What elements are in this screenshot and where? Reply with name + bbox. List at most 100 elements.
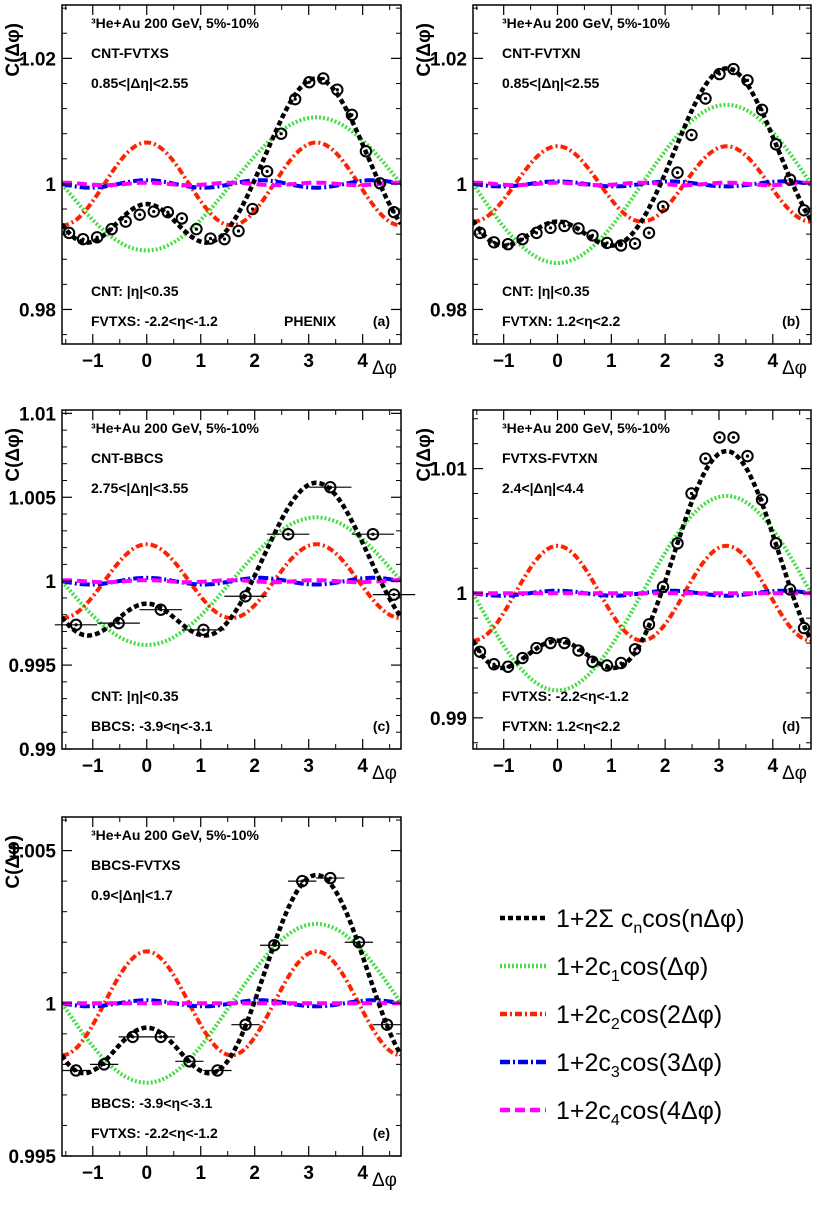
panel-a: −1 0 1 2 3 4 0.98 1 1.02 Δφ C(Δφ) ³He+Au 200 GeV, 5… — [3, 4, 402, 379]
y-tick-label: 0.995 — [8, 656, 56, 677]
data-point — [204, 232, 217, 245]
data-point-dot — [208, 236, 213, 241]
data-point-dot — [562, 641, 567, 645]
data-point — [516, 232, 529, 246]
plot-frame — [61, 409, 402, 750]
data-point-dot — [731, 435, 736, 440]
data-point-dot — [131, 1035, 135, 1039]
data-point-dot — [534, 231, 539, 235]
panel-title-line: 0.9<|Δη|<1.7 — [91, 887, 173, 903]
data-point — [755, 103, 769, 117]
data-point-dot — [802, 626, 806, 630]
data-point — [239, 590, 252, 603]
data-point-dot — [774, 142, 778, 146]
x-tick-label: 0 — [552, 351, 563, 372]
data-point — [783, 583, 797, 596]
panel-d: −1 0 1 2 3 4 0.99 1 1.01 Δφ C(Δφ) ³He+Au 200 GeV, 5… — [414, 409, 812, 784]
data-point — [487, 236, 501, 249]
data-point-dot — [478, 650, 482, 654]
data-point-dot — [74, 1068, 78, 1073]
sum-curve — [473, 66, 811, 248]
c2-curve — [62, 542, 401, 621]
curves — [473, 448, 811, 693]
panel-note-line: CNT: |η|<0.35 — [502, 283, 590, 299]
x-axis-title: Δφ — [782, 358, 807, 379]
legend-subscript: 3 — [611, 1064, 620, 1081]
data-point-dot — [689, 491, 694, 496]
legend: 1+2Σ cncos(nΔφ)1+2c1cos(Δφ)1+2c2cos(2Δφ)… — [500, 905, 745, 1129]
data-point — [656, 580, 670, 594]
panel-note-line: FVTXN: 1.2<η<2.2 — [502, 718, 620, 734]
data-point-dot — [576, 226, 581, 231]
curves — [473, 66, 811, 265]
data-point — [487, 658, 501, 671]
data-point — [105, 222, 118, 236]
c2-curve — [473, 543, 811, 643]
x-tick-label: 3 — [303, 1163, 314, 1184]
data-point — [324, 871, 337, 885]
data-point — [76, 232, 90, 246]
x-tick-label: 1 — [195, 756, 206, 777]
y-tick-label: 1 — [45, 175, 56, 196]
data-point-dot — [117, 621, 121, 625]
data-point-dot — [279, 132, 283, 136]
x-axis-title: Δφ — [372, 358, 397, 379]
data-point-dot — [236, 229, 241, 233]
data-point — [324, 480, 337, 494]
data-point — [713, 67, 726, 81]
panel-title-line: 0.85<|Δη|<2.55 — [502, 75, 600, 91]
panel-title-line: ³He+Au 200 GeV, 5%-10% — [91, 827, 260, 843]
data-point-dot — [307, 80, 311, 84]
data-point — [154, 603, 167, 616]
panel-b: −1 0 1 2 3 4 0.98 1 1.02 Δφ C(Δφ) ³He+Au 200 GeV, 5… — [414, 4, 812, 379]
x-tick-label: 4 — [357, 1163, 368, 1184]
y-tick-label: 1 — [45, 572, 56, 593]
data-point — [586, 655, 599, 668]
x-tick-label: 1 — [195, 351, 206, 372]
y-tick-label: 1.005 — [8, 842, 56, 863]
y-tick-label: 1 — [456, 584, 467, 605]
legend-text: 1+2Σ c — [556, 905, 633, 933]
sum-curve — [473, 448, 811, 671]
data-point-dot — [293, 97, 297, 101]
data-point-dot — [159, 608, 163, 612]
data-point-dot — [272, 943, 276, 947]
data-point — [572, 644, 585, 657]
data-point-dot — [300, 879, 304, 883]
data-point — [741, 449, 754, 463]
data-point — [62, 226, 76, 240]
data-point-dot — [548, 226, 553, 230]
data-point — [366, 527, 380, 541]
panel-label: (e) — [373, 1125, 390, 1141]
data-point — [600, 236, 614, 250]
data-points — [62, 72, 401, 246]
x-tick-label: 1 — [195, 1163, 206, 1184]
panel-title-line: ³He+Au 200 GeV, 5%-10% — [502, 420, 671, 436]
data-point — [246, 202, 259, 216]
data-points — [473, 62, 811, 252]
data-point — [183, 1055, 196, 1068]
data-point-dot — [647, 231, 651, 235]
y-axis-title: C(Δφ) — [414, 23, 435, 77]
data-point-dot — [110, 227, 114, 231]
data-point — [558, 219, 571, 233]
data-point — [699, 92, 712, 105]
x-tick-label: 2 — [249, 756, 260, 777]
data-point — [671, 166, 684, 179]
data-point — [544, 636, 557, 650]
data-point — [197, 623, 210, 637]
x-tick-label: 4 — [767, 756, 778, 777]
legend-subscript: 4 — [611, 1112, 620, 1129]
data-points — [61, 871, 402, 1077]
panel-title-line: CNT-FVTXN — [502, 45, 581, 61]
plot-frame — [472, 409, 812, 750]
data-point — [713, 431, 726, 444]
data-point-dot — [201, 628, 206, 632]
legend-text: 1+2c — [556, 1097, 611, 1125]
sum-curve — [62, 480, 401, 638]
data-point-dot — [788, 587, 792, 592]
data-point-dot — [562, 224, 567, 228]
panel-note-line: FVTXS: -2.2<η<-1.2 — [91, 1125, 218, 1141]
curves — [62, 872, 401, 1085]
